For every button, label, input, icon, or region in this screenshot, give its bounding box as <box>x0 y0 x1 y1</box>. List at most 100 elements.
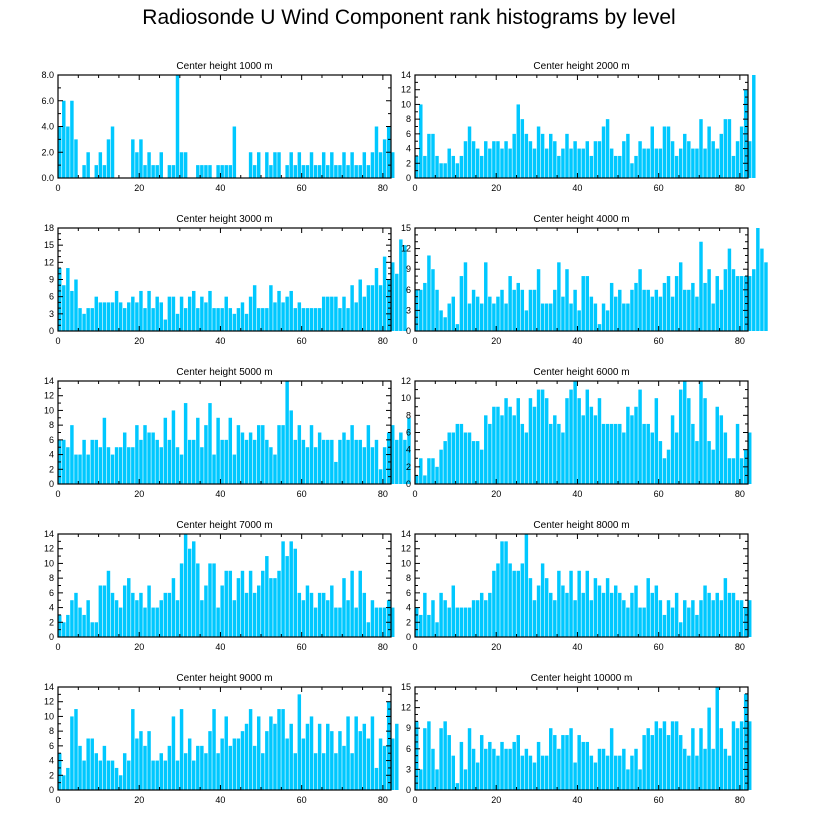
histogram-bar <box>731 269 736 331</box>
histogram-bar <box>731 721 736 790</box>
histogram-bar <box>232 454 237 484</box>
histogram-bar <box>748 276 752 331</box>
y-tick-label: 2 <box>406 462 411 472</box>
histogram-bar <box>261 753 265 790</box>
histogram-bar <box>62 100 66 178</box>
histogram-bar <box>455 783 460 790</box>
histogram-bar <box>549 133 553 178</box>
histogram-bar <box>98 152 103 178</box>
histogram-bar <box>581 148 585 178</box>
histogram-bar <box>609 592 614 637</box>
histogram-bar <box>342 745 346 790</box>
histogram-bar <box>443 163 447 178</box>
histogram-bar <box>447 432 451 484</box>
y-tick-label: 15 <box>401 682 411 692</box>
x-tick-label: 20 <box>491 642 501 652</box>
histogram-bar <box>569 570 573 637</box>
histogram-bar <box>650 592 654 637</box>
histogram-bar <box>528 289 533 331</box>
histogram-bar <box>179 709 184 790</box>
histogram-bar <box>224 716 228 790</box>
histogram-bar <box>366 738 371 790</box>
y-tick-label: 10 <box>401 558 411 568</box>
panel-title: Center height 3000 m <box>176 214 272 225</box>
histogram-bar <box>581 276 585 331</box>
histogram-bar <box>382 745 387 790</box>
histogram-bar <box>443 317 447 331</box>
histogram-bar <box>536 585 541 637</box>
y-tick-label: 0 <box>406 632 411 642</box>
histogram-bar <box>561 296 565 331</box>
histogram-bar <box>703 398 707 484</box>
histogram-bar <box>630 163 634 178</box>
histogram-bar <box>443 441 447 484</box>
y-tick-label: 8.0 <box>41 70 54 80</box>
histogram-bar <box>597 398 602 484</box>
histogram-bar <box>593 578 598 637</box>
histogram-bar <box>391 262 395 331</box>
histogram-bar <box>577 398 581 484</box>
y-tick-label: 0 <box>406 326 411 336</box>
histogram-bar <box>212 454 216 484</box>
histogram-bar <box>439 449 443 484</box>
histogram-bar <box>289 152 293 178</box>
histogram-bar <box>305 585 310 637</box>
histogram-bar <box>224 439 228 484</box>
histogram-bar <box>159 753 163 790</box>
histogram-bar <box>484 262 488 331</box>
histogram-bar <box>622 432 626 484</box>
histogram-bar <box>98 447 103 484</box>
y-tick-label: 4 <box>406 603 411 613</box>
histogram-bar <box>707 269 711 331</box>
histogram-bar <box>723 748 728 790</box>
histogram-bar <box>297 592 302 637</box>
x-tick-label: 0 <box>412 489 417 499</box>
histogram-bar <box>508 748 512 790</box>
histogram-bar <box>471 289 476 331</box>
histogram-bar <box>707 592 711 637</box>
histogram-bar <box>687 141 691 178</box>
histogram-bar <box>289 723 293 790</box>
histogram-bar <box>309 425 314 484</box>
histogram-bar <box>358 570 362 637</box>
histogram-bar <box>187 548 192 637</box>
histogram-bar <box>695 441 699 484</box>
histogram-bar <box>354 607 358 637</box>
histogram-bar <box>451 585 456 637</box>
histogram-bar <box>208 403 212 484</box>
histogram-bar <box>82 439 86 484</box>
histogram-bar <box>593 141 598 178</box>
histogram-bar <box>536 126 541 178</box>
histogram-bar <box>557 748 561 790</box>
y-tick-label: 6 <box>49 588 54 598</box>
histogram-bar <box>601 423 606 484</box>
histogram-bar <box>723 578 728 637</box>
histogram-bar <box>447 607 451 637</box>
y-tick-label: 8 <box>406 410 411 420</box>
y-tick-label: 8 <box>406 114 411 124</box>
histogram-bar <box>317 723 322 790</box>
histogram-bar <box>224 570 228 637</box>
histogram-bar <box>338 607 342 637</box>
histogram-bar <box>370 285 375 331</box>
histogram-bar <box>118 447 123 484</box>
histogram-bar <box>678 389 683 484</box>
histogram-bar <box>699 600 703 637</box>
histogram-bar <box>427 721 431 790</box>
y-tick-label: 2 <box>49 770 54 780</box>
histogram-bar <box>439 728 443 790</box>
histogram-bar <box>719 133 724 178</box>
histogram-bar <box>232 313 237 331</box>
histogram-bar <box>200 600 204 637</box>
histogram-bar <box>678 148 683 178</box>
histogram-bar <box>273 578 277 637</box>
histogram-bar <box>735 600 740 637</box>
histogram-bar <box>118 607 123 637</box>
histogram-bar <box>524 534 529 637</box>
histogram-bar <box>674 432 679 484</box>
histogram-bar <box>508 563 512 637</box>
x-tick-label: 0 <box>55 336 60 346</box>
histogram-bar <box>536 269 541 331</box>
histogram-bar <box>256 152 261 178</box>
histogram-bar <box>423 155 427 178</box>
